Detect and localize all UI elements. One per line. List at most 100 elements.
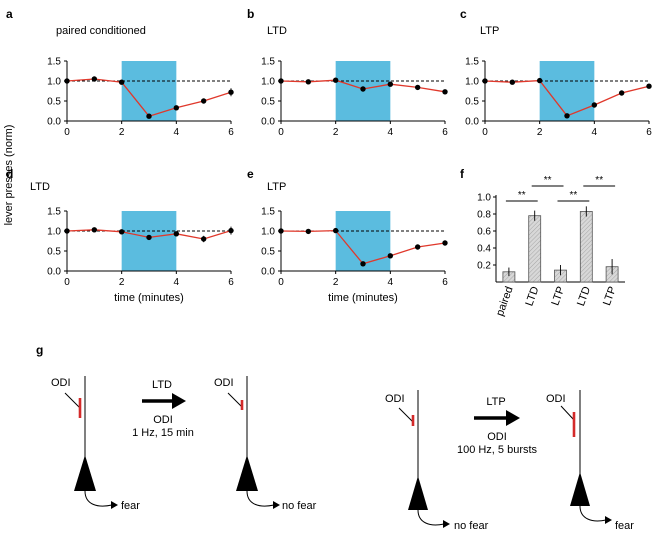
y-tick-label: 1.5 — [465, 57, 479, 68]
y-tick-label: 0.5 — [261, 247, 275, 258]
neuron-3-odi-input — [398, 407, 414, 423]
neuron-4-axon-arrowhead-icon — [605, 516, 612, 524]
x-tick-label: 6 — [228, 127, 234, 138]
panel-a-title: paired conditioned — [56, 25, 146, 37]
neuron-2-output-label: no fear — [282, 500, 317, 512]
x-tick-label: 0 — [482, 127, 488, 138]
significance-label: ** — [570, 190, 578, 201]
data-point — [414, 84, 421, 91]
data-point — [200, 98, 207, 104]
bar-category-label: LTD — [523, 285, 541, 308]
data-point — [332, 227, 339, 234]
x-tick-label: 2 — [119, 277, 125, 288]
significance-label: ** — [518, 190, 526, 201]
y-tick-label: 0.5 — [465, 97, 479, 108]
data-point — [305, 79, 312, 85]
y-tick-label: 0.5 — [47, 247, 61, 258]
line-charts: 0.0 0.5 1.0 1.5 0 2 4 6 0.0 0.5 1.0 1.5 0 2 4 6 0.0 0.5 1.… — [47, 57, 652, 305]
bar-y-tick-label: 0.6 — [477, 227, 491, 238]
data-point — [564, 113, 570, 119]
neuron-4: ODI fear — [546, 390, 634, 532]
y-tick-label: 1.5 — [47, 57, 61, 68]
bar-category-label: LTP — [601, 285, 619, 307]
data-point — [442, 89, 448, 95]
y-tick-label: 1.0 — [261, 227, 275, 238]
neuron-2-odi-input — [227, 392, 243, 408]
ltp-protocol-odi: ODI — [487, 431, 507, 443]
ltp-arrow-label: LTP — [486, 396, 505, 408]
panel-letter-b: b — [247, 7, 254, 21]
stim-window — [121, 211, 177, 271]
bar-y-tick-label: 0.2 — [477, 261, 491, 272]
neuron-1-output-label: fear — [121, 500, 140, 512]
panel-d-title: LTD — [30, 181, 50, 193]
neuron-2-soma — [236, 455, 258, 491]
data-point — [360, 261, 366, 267]
y-tick-label: 0.0 — [47, 117, 61, 128]
data-point — [414, 244, 421, 250]
x-tick-label: 2 — [119, 127, 125, 138]
data-point — [278, 228, 284, 234]
neuron-2-axon — [246, 490, 275, 507]
x-tick-label: 4 — [388, 127, 394, 138]
neuron-1-axon — [84, 490, 113, 507]
neuron-1-odi-label: ODI — [51, 377, 71, 389]
neuron-4-soma — [570, 472, 590, 506]
data-point — [64, 228, 70, 234]
neuron-2: ODI no fear — [214, 376, 317, 512]
x-tick-label: 4 — [174, 277, 180, 288]
y-tick-label: 0.0 — [261, 117, 275, 128]
y-tick-label: 1.0 — [47, 227, 61, 238]
significance-label: ** — [595, 175, 603, 186]
panel-g: g ODI fear LTD ODI 1 Hz, 15 min — [36, 343, 634, 532]
bar — [528, 215, 542, 283]
y-tick-label: 1.5 — [261, 57, 275, 68]
neuron-4-output-label: fear — [615, 520, 634, 532]
neuron-4-odi-input — [560, 405, 575, 421]
shared-ylabel: lever presses (norm) — [3, 125, 15, 226]
data-point — [228, 89, 234, 95]
data-point — [332, 77, 339, 83]
x-tick-label: 6 — [442, 127, 448, 138]
panel-c-chart: 0.0 0.5 1.0 1.5 0 2 4 6 — [465, 57, 652, 139]
x-tick-label: 0 — [278, 127, 284, 138]
x-tick-label: 2 — [333, 127, 339, 138]
data-point — [305, 228, 312, 235]
x-tick-label: 0 — [278, 277, 284, 288]
ltp-protocol-detail: 100 Hz, 5 bursts — [457, 444, 538, 456]
data-point — [387, 81, 394, 87]
y-tick-label: 0.0 — [47, 267, 61, 278]
data-point — [536, 77, 543, 84]
neuron-3-output-label: no fear — [454, 520, 489, 532]
panel-c-title: LTP — [480, 25, 499, 37]
panel-letter-g: g — [36, 343, 43, 357]
neuron-2-axon-arrowhead-icon — [273, 501, 280, 509]
neuron-1-axon-arrowhead-icon — [111, 501, 118, 509]
data-point — [482, 78, 488, 84]
data-point — [591, 102, 598, 108]
y-tick-label: 1.0 — [465, 77, 479, 88]
data-point — [278, 78, 284, 84]
y-tick-label: 0.0 — [465, 117, 479, 128]
ltd-protocol-detail: 1 Hz, 15 min — [132, 427, 194, 439]
x-axis-label: time (minutes) — [114, 292, 184, 304]
significance-label: ** — [544, 175, 552, 186]
neuron-1: ODI fear — [51, 376, 140, 512]
neuron-3: ODI no fear — [385, 390, 489, 532]
neuron-4-odi-label: ODI — [546, 393, 566, 405]
bar-y-tick-label: 0.8 — [477, 210, 491, 221]
y-tick-label: 0.5 — [47, 97, 61, 108]
bar-category-label: LTP — [549, 285, 567, 307]
data-point — [387, 253, 394, 259]
y-tick-label: 1.0 — [47, 77, 61, 88]
data-point — [64, 78, 70, 84]
ltd-arrow-head-icon — [172, 393, 186, 409]
data-point — [118, 229, 125, 235]
x-tick-label: 0 — [64, 127, 70, 138]
ltd-arrow-label: LTD — [152, 379, 172, 391]
data-point — [91, 227, 98, 233]
panel-b-chart: 0.0 0.5 1.0 1.5 0 2 4 6 — [261, 57, 448, 139]
data-point — [200, 236, 207, 242]
stim-window — [121, 61, 177, 121]
